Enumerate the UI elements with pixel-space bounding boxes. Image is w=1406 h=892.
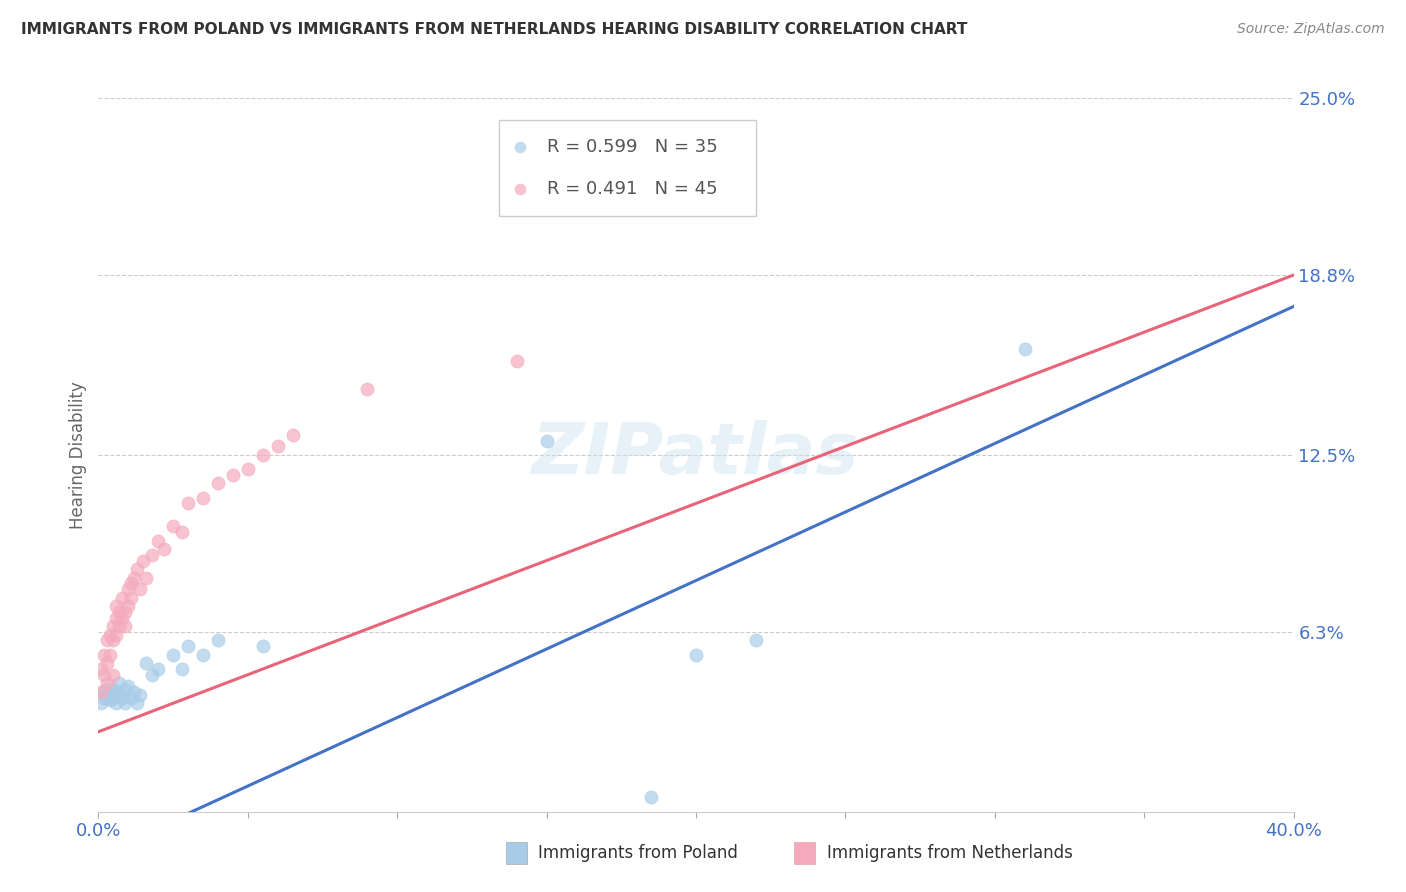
Point	[93, 667, 115, 681]
Point	[356, 382, 378, 396]
Point	[111, 610, 134, 624]
Point	[127, 696, 149, 710]
Point	[103, 690, 125, 705]
Text: R = 0.491   N = 45: R = 0.491 N = 45	[547, 180, 717, 198]
Point	[96, 657, 118, 671]
Point	[100, 628, 122, 642]
Point	[114, 681, 136, 696]
Text: IMMIGRANTS FROM POLAND VS IMMIGRANTS FROM NETHERLANDS HEARING DISABILITY CORRELA: IMMIGRANTS FROM POLAND VS IMMIGRANTS FRO…	[21, 22, 967, 37]
Point	[177, 496, 200, 510]
Point	[111, 690, 134, 705]
FancyBboxPatch shape	[499, 120, 756, 216]
Point	[108, 605, 131, 619]
Point	[105, 628, 128, 642]
Point	[90, 662, 112, 676]
Point	[114, 605, 136, 619]
Point	[640, 790, 662, 805]
Point	[120, 576, 142, 591]
Point	[124, 571, 146, 585]
Point	[120, 591, 142, 605]
Point	[96, 633, 118, 648]
Point	[135, 657, 157, 671]
Point	[105, 696, 128, 710]
Text: ZIPatlas: ZIPatlas	[533, 420, 859, 490]
Point	[93, 685, 115, 699]
Point	[105, 610, 128, 624]
Point	[129, 582, 152, 596]
Text: Source: ZipAtlas.com: Source: ZipAtlas.com	[1237, 22, 1385, 37]
Text: Immigrants from Poland: Immigrants from Poland	[538, 845, 738, 863]
Point	[120, 690, 142, 705]
Point	[127, 562, 149, 576]
Point	[129, 688, 152, 702]
Point	[177, 639, 200, 653]
Point	[105, 685, 128, 699]
Point	[103, 633, 125, 648]
Point	[252, 448, 274, 462]
Point	[105, 599, 128, 614]
Point	[117, 582, 139, 596]
Point	[100, 693, 122, 707]
Point	[191, 491, 214, 505]
Text: Immigrants from Netherlands: Immigrants from Netherlands	[827, 845, 1073, 863]
Point	[222, 467, 245, 482]
Point	[90, 696, 112, 710]
Point	[117, 679, 139, 693]
Point	[281, 428, 304, 442]
Point	[103, 681, 125, 696]
Text: R = 0.599   N = 35: R = 0.599 N = 35	[547, 137, 717, 155]
Point	[124, 685, 146, 699]
Point	[148, 662, 170, 676]
Point	[114, 619, 136, 633]
Point	[153, 542, 176, 557]
Point	[191, 648, 214, 662]
Point	[267, 439, 290, 453]
Point	[252, 639, 274, 653]
Point	[96, 681, 118, 696]
Point	[93, 690, 115, 705]
Point	[108, 676, 131, 690]
Point	[100, 648, 122, 662]
Point	[96, 676, 118, 690]
Point	[111, 591, 134, 605]
Point	[162, 648, 184, 662]
Point	[141, 667, 163, 681]
Point	[236, 462, 259, 476]
Point	[162, 519, 184, 533]
Y-axis label: Hearing Disability: Hearing Disability	[69, 381, 87, 529]
Bar	[506, 842, 527, 863]
Point	[207, 633, 229, 648]
Point	[141, 548, 163, 562]
Bar	[794, 842, 815, 863]
Point	[536, 434, 558, 448]
Point	[132, 553, 155, 567]
Point	[745, 633, 768, 648]
Point	[685, 648, 707, 662]
Point	[108, 688, 131, 702]
Point	[114, 696, 136, 710]
Point	[117, 599, 139, 614]
Point	[172, 524, 194, 539]
Point	[135, 571, 157, 585]
Point	[1014, 343, 1036, 357]
Point	[90, 685, 112, 699]
Point	[100, 688, 122, 702]
Point	[172, 662, 194, 676]
Point	[103, 667, 125, 681]
Point	[96, 690, 118, 705]
Point	[506, 353, 529, 368]
Point	[103, 619, 125, 633]
Point	[108, 619, 131, 633]
Point	[93, 648, 115, 662]
Point	[207, 476, 229, 491]
Point	[148, 533, 170, 548]
